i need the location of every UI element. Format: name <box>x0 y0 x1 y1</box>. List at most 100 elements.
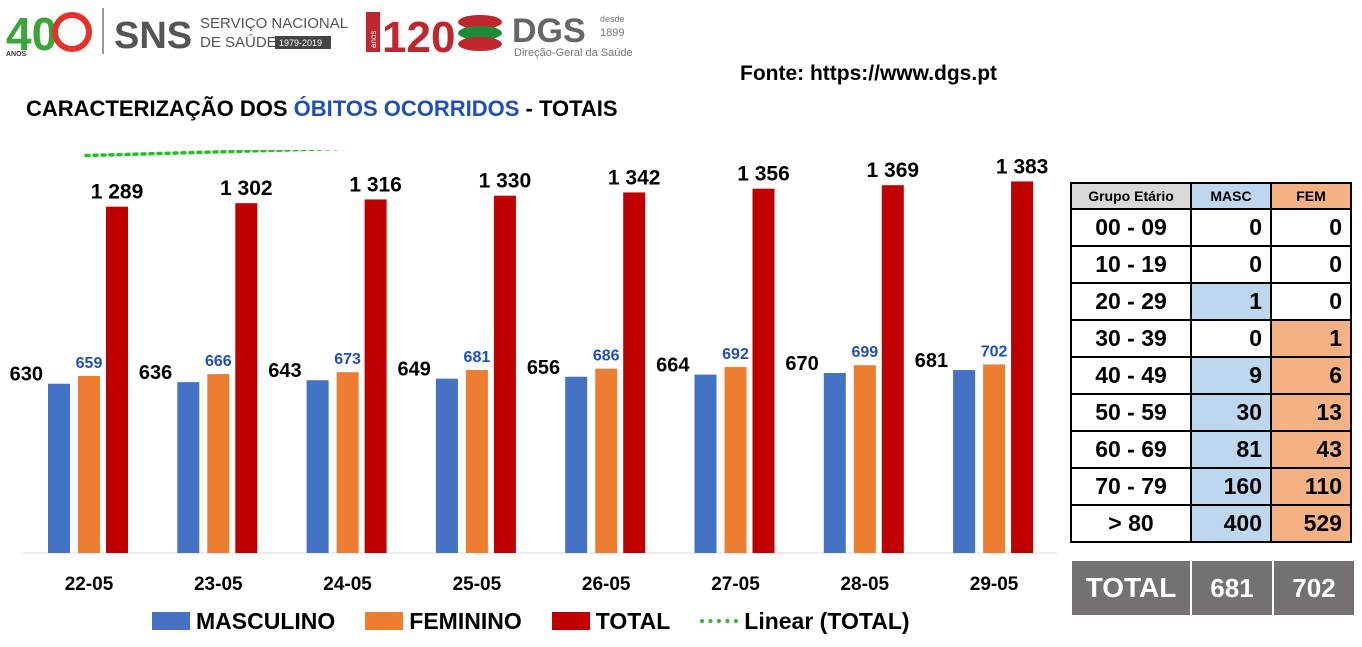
age-group-cell: 70 - 79 <box>1070 467 1192 506</box>
age-group-cell: 40 - 49 <box>1070 356 1192 395</box>
bar-total <box>1011 181 1034 553</box>
x-tick-label: 29-05 <box>970 574 1019 595</box>
data-label-total: 1 342 <box>608 166 661 189</box>
total-row: TOTAL 681 702 <box>1070 559 1356 617</box>
bar-feminino <box>465 370 488 553</box>
total-label: TOTAL <box>1070 559 1192 617</box>
legend-label: TOTAL <box>595 607 671 634</box>
age-table-row: > 80 400 529 <box>1070 504 1352 543</box>
bar-masculino <box>48 383 70 553</box>
age-group-cell: > 80 <box>1070 504 1192 543</box>
age-table-header-masc: MASC <box>1190 182 1272 210</box>
sns-anos-label: ANOS <box>6 51 27 58</box>
fem-count-cell: 110 <box>1270 467 1352 506</box>
dgs-120-anos-logo: anos 120 <box>366 12 455 62</box>
total-fem: 702 <box>1272 559 1356 617</box>
age-group-cell: 30 - 39 <box>1070 319 1192 358</box>
fem-count-cell: 13 <box>1270 393 1352 432</box>
masc-count-cell: 1 <box>1190 282 1272 321</box>
bar-total <box>106 206 128 553</box>
sns-anos-number: 40 <box>6 8 57 60</box>
bar-feminino <box>853 365 876 553</box>
bar-masculino <box>565 376 588 553</box>
legend-item: MASCULINO <box>152 608 335 635</box>
data-label-feminino: 681 <box>464 349 491 366</box>
data-label-total: 1 289 <box>91 181 144 204</box>
masc-count-cell: 400 <box>1190 504 1272 543</box>
data-label-feminino: 699 <box>851 344 878 361</box>
bar-masculino <box>177 382 200 553</box>
masc-count-cell: 160 <box>1190 467 1272 506</box>
data-label-total: 1 316 <box>349 173 402 196</box>
fem-count-cell: 6 <box>1270 356 1352 395</box>
age-table-row: 50 - 59 30 13 <box>1070 393 1352 432</box>
fem-count-cell: 0 <box>1270 245 1352 284</box>
page-title: CARACTERIZAÇÃO DOS ÓBITOS OCORRIDOS - TO… <box>26 96 618 122</box>
fem-count-cell: 0 <box>1270 282 1352 321</box>
bar-masculino <box>306 380 329 553</box>
bar-feminino <box>983 364 1006 553</box>
data-label-total: 1 356 <box>737 163 790 186</box>
age-table-header-group: Grupo Etário <box>1070 182 1192 210</box>
legend-item-trendline: Linear (TOTAL) <box>700 607 910 635</box>
masc-count-cell: 0 <box>1190 319 1272 358</box>
bar-feminino <box>336 372 359 553</box>
sns-years-box <box>275 36 331 49</box>
dgs-full: Direção-Geral da Saúde <box>514 47 633 59</box>
age-table-row: 20 - 29 1 0 <box>1070 282 1352 321</box>
sns-name: SNS <box>114 15 192 57</box>
data-label-masculino: 656 <box>527 357 560 379</box>
bar-feminino <box>207 374 230 553</box>
age-table-header-row: Grupo Etário MASC FEM <box>1070 182 1352 210</box>
data-label-total: 1 330 <box>479 170 532 193</box>
fem-count-cell: 529 <box>1270 504 1352 543</box>
sns-years: 1979-2019 <box>279 38 322 48</box>
data-label-masculino: 664 <box>656 355 690 377</box>
masc-count-cell: 81 <box>1190 430 1272 469</box>
bar-feminino <box>724 367 747 553</box>
legend-trendline-swatch <box>700 619 739 623</box>
bar-total <box>493 195 516 553</box>
trendline-total <box>84 150 349 158</box>
data-label-feminino: 686 <box>593 348 620 365</box>
sns-full-line2: DE SAÚDE <box>200 34 277 51</box>
masc-count-cell: 9 <box>1190 356 1272 395</box>
bar-total <box>235 203 258 554</box>
sns-full-line1: SERVIÇO NACIONAL <box>200 15 348 32</box>
chart-legend: MASCULINO FEMININO TOTAL Linear (TOTAL) <box>152 604 910 638</box>
sns-logo-circle <box>52 12 92 52</box>
x-tick-label: 25-05 <box>453 574 502 595</box>
x-tick-label: 23-05 <box>194 574 243 595</box>
bar-total <box>364 199 387 553</box>
legend-item: TOTAL <box>551 607 671 635</box>
data-label-masculino: 636 <box>139 362 172 384</box>
data-label-masculino: 643 <box>268 360 301 382</box>
masc-count-cell: 30 <box>1190 393 1272 432</box>
legend-swatch <box>551 612 590 630</box>
age-table-header-fem: FEM <box>1270 182 1352 210</box>
fem-count-cell: 0 <box>1270 208 1352 247</box>
data-label-feminino: 666 <box>205 353 232 370</box>
age-table-row: 70 - 79 160 110 <box>1070 467 1352 506</box>
bar-masculino <box>435 378 458 553</box>
fem-count-cell: 43 <box>1270 430 1352 469</box>
bar-masculino <box>694 374 717 553</box>
bar-masculino <box>953 370 976 553</box>
x-tick-label: 28-05 <box>840 574 889 595</box>
age-group-cell: 10 - 19 <box>1070 245 1192 284</box>
title-part2: - TOTAIS <box>519 96 618 121</box>
age-group-cell: 00 - 09 <box>1070 208 1192 247</box>
age-table-row: 00 - 09 0 0 <box>1070 208 1352 247</box>
masc-count-cell: 0 <box>1190 245 1272 284</box>
title-part1: CARACTERIZAÇÃO DOS <box>26 96 294 121</box>
fem-count-cell: 1 <box>1270 319 1352 358</box>
data-label-total: 1 302 <box>220 177 273 200</box>
logo-divider <box>102 8 104 54</box>
bar-total <box>623 192 646 553</box>
legend-label: Linear (TOTAL) <box>744 607 910 634</box>
dgs-anos-tag <box>366 12 380 52</box>
dgs-emblem-icon <box>458 15 502 51</box>
data-label-total: 1 369 <box>867 159 920 182</box>
data-label-masculino: 630 <box>10 364 43 386</box>
dgs-name: DGS <box>512 12 586 50</box>
